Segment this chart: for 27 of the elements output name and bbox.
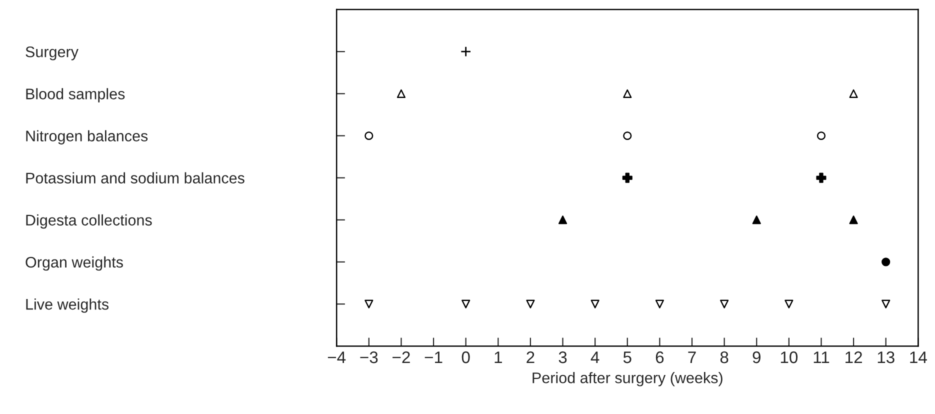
x-tick-label: 6 (656, 351, 664, 364)
y-tick-label: Live weights (26, 298, 109, 313)
x-tick-label: 1 (494, 352, 502, 364)
y-tick-label: Surgery (26, 46, 78, 60)
x-tick-label: −2 (392, 351, 410, 364)
x-tick-label: 14 (910, 352, 927, 364)
x-tick-label: −4 (328, 352, 346, 364)
x-tick-label: 12 (846, 351, 862, 364)
x-tick-label: 7 (688, 352, 696, 364)
x-tick-label: −1 (424, 352, 442, 364)
y-tick-label: Nitrogen balances (26, 130, 148, 144)
x-tick-label: 9 (752, 351, 760, 364)
y-tick-label: Digesta collections (26, 214, 152, 229)
x-tick-label: 13 (878, 351, 894, 364)
x-tick-label: 5 (623, 352, 632, 364)
y-tick-label: Blood samples (26, 88, 125, 102)
x-tick-label: 3 (558, 351, 567, 364)
x-tick-label: 2 (526, 351, 534, 364)
x-tick-label: 10 (780, 351, 798, 364)
y-tick-label: Organ weights (26, 256, 123, 271)
x-tick-label: 4 (590, 352, 600, 364)
y-tick-label: Potassium and sodium balances (26, 172, 244, 184)
x-tick-label: 11 (814, 352, 830, 364)
x-tick-label: −3 (360, 351, 378, 364)
x-axis-title: Period after surgery (weeks) (532, 372, 722, 386)
x-tick-label: 8 (720, 351, 728, 364)
x-tick-label: 0 (462, 351, 470, 364)
